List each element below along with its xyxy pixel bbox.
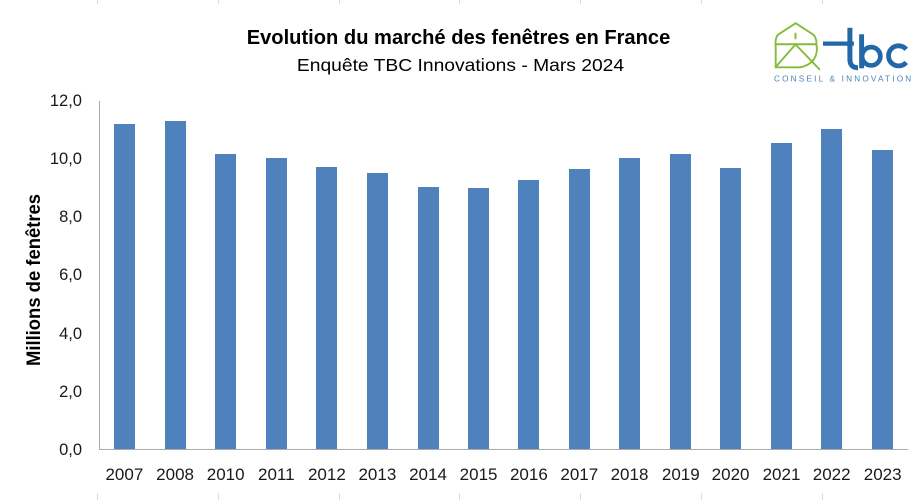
svg-text:CONSEIL & INNOVATION: CONSEIL & INNOVATION bbox=[774, 75, 913, 84]
